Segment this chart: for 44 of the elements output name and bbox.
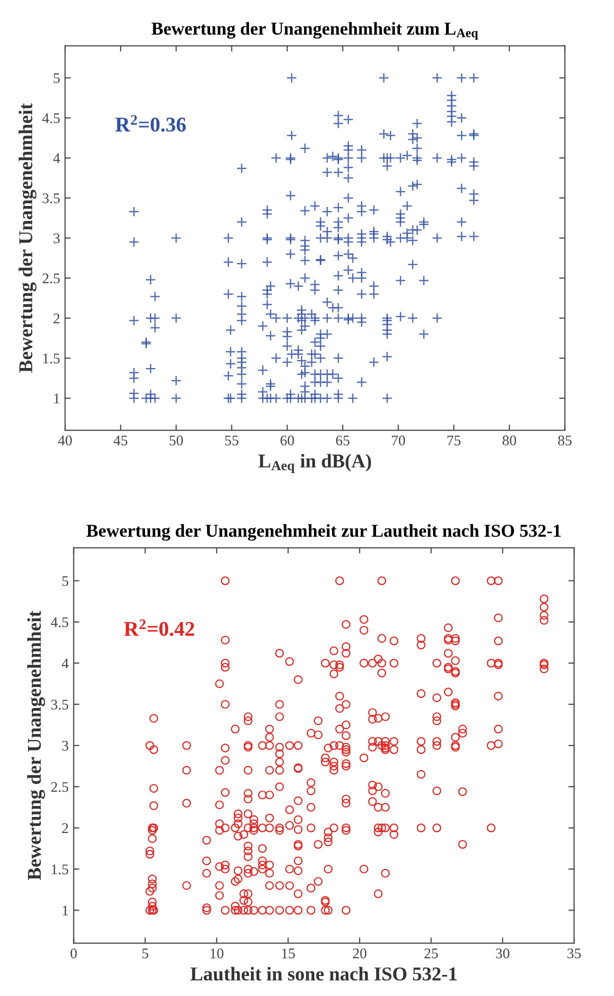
x-tick-label: 80 <box>502 436 516 446</box>
x-tick-label: 50 <box>170 436 183 446</box>
x-tick-label: 10 <box>210 948 224 958</box>
x-tick-label: 85 <box>558 436 572 446</box>
annotation: R$^{2}$=0.36 <box>115 115 186 132</box>
chart-title: Bewertung der Unangenehmheit zur Lautheit nach ISO 532-1 <box>86 524 561 541</box>
y-tick-label: 4.5 <box>42 113 60 124</box>
x-tick-label: 20 <box>352 948 366 958</box>
x-tick-label: 15 <box>282 948 295 958</box>
x-tick-label: 70 <box>392 436 406 446</box>
x-tick-label: 55 <box>225 436 238 446</box>
y-tick-label: 5 <box>62 576 68 586</box>
y-tick-label: 2.5 <box>51 782 68 792</box>
y-tick-label: 1.5 <box>43 354 60 364</box>
y-tick-label: 3.5 <box>51 700 68 710</box>
y-tick-label: 3 <box>54 233 60 244</box>
x-axis-title: Lautheit in sone nach ISO 532-1 <box>190 966 457 981</box>
y-tick-label: 1 <box>62 906 68 916</box>
y-tick-label: 2 <box>62 823 68 833</box>
y-tick-label: 4 <box>53 153 60 164</box>
x-tick-label: 5 <box>142 948 148 958</box>
x-tick-label: 75 <box>447 436 461 446</box>
x-tick-label: 0 <box>70 948 77 958</box>
y-tick-label: 3.5 <box>42 193 60 204</box>
x-tick-label: 40 <box>58 436 72 446</box>
y-tick-label: 4 <box>62 658 69 668</box>
y-tick-label: 2.5 <box>42 273 60 284</box>
x-tick-label: 25 <box>424 948 438 958</box>
y-tick-label: 2 <box>54 314 60 324</box>
x-axis-title: L$_{Aeq}$ in dB(A) <box>258 454 371 473</box>
y-tick-label: 1 <box>54 394 60 404</box>
x-tick-label: 30 <box>496 948 510 958</box>
y-tick-label: 4.5 <box>50 617 68 628</box>
y-tick-label: 5 <box>54 73 60 84</box>
x-tick-label: 35 <box>567 948 581 958</box>
x-tick-label: 65 <box>336 436 350 446</box>
x-tick-label: 45 <box>114 436 128 446</box>
y-tick-label: 3 <box>62 740 68 751</box>
y-axis-title: Bewertung der Unangenehmheit <box>18 103 36 373</box>
annotation: R$^{2}$=0.42 <box>124 619 194 636</box>
x-tick-label: 60 <box>280 436 294 446</box>
y-axis-title: Bewertung der Unangenehmheit <box>27 610 46 880</box>
y-tick-label: 1.5 <box>52 864 68 874</box>
chart-title: Bewertung der Unangenehmheit zum L$_{Aeq}$ <box>152 22 478 40</box>
